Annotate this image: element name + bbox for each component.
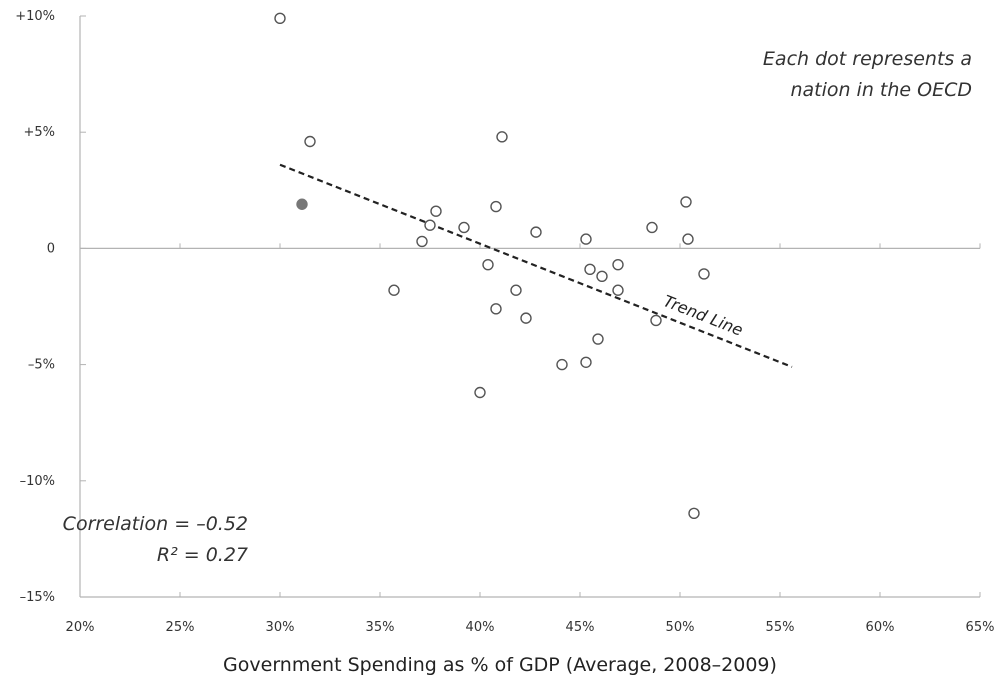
y-tick-label: –15% [20,590,55,605]
data-point [530,226,542,238]
data-point [490,303,502,315]
trend-line-group: Trend Line [279,163,793,368]
data-point [416,235,428,248]
data-point [650,314,662,327]
y-tick-label: +10% [15,9,55,24]
data-point [496,131,508,143]
data-point [592,333,604,345]
data-point [646,221,658,234]
note-line-2: nation in the OECD [790,79,972,101]
y-tick-label: +5% [23,125,55,140]
x-tick-label: 60% [866,620,895,635]
data-point [304,135,316,148]
y-tick-label: –10% [20,474,55,489]
data-point [490,200,502,213]
note-line-1: Each dot represents a [763,48,972,70]
data-point [680,196,692,208]
trend-line [279,163,793,368]
data-point [424,219,436,231]
data-point [458,221,470,234]
x-tick-label: 50% [666,620,695,635]
x-tick-label: 25% [166,620,195,635]
y-tick-label: 0 [47,241,55,256]
x-tick-label: 65% [966,620,995,635]
data-point [698,268,710,280]
data-point [482,258,494,271]
data-point [510,284,522,296]
data-point-highlighted [296,198,308,210]
correlation-label: Correlation = –0.52 [63,513,248,535]
y-tick-label: –5% [28,358,55,373]
data-point [430,205,442,217]
data-point [584,263,596,276]
x-tick-label: 35% [366,620,395,635]
data-point [274,12,286,25]
data-point [612,284,624,296]
data-point [612,258,624,271]
data-points [274,12,710,520]
r-squared-label: R² = 0.27 [157,544,248,566]
data-point [596,270,608,282]
data-point [580,233,592,245]
data-point [682,233,694,245]
data-point [520,312,532,324]
x-tick-label: 40% [466,620,495,635]
ticks: 20% 25% 30% 35% 40% 45% 50% 55% 60% 65% +10% +5% 0 –5… [15,9,994,635]
x-tick-label: 20% [66,620,95,635]
x-axis-title: Government Spending as % of GDP (Average… [223,654,777,676]
axes [79,16,980,598]
x-tick-label: 55% [766,620,795,635]
x-tick-label: 30% [266,620,295,635]
data-point [556,358,568,371]
data-point [580,356,592,368]
x-tick-label: 45% [566,620,595,635]
data-point [388,284,400,296]
data-point [474,386,486,399]
data-point [688,507,700,520]
